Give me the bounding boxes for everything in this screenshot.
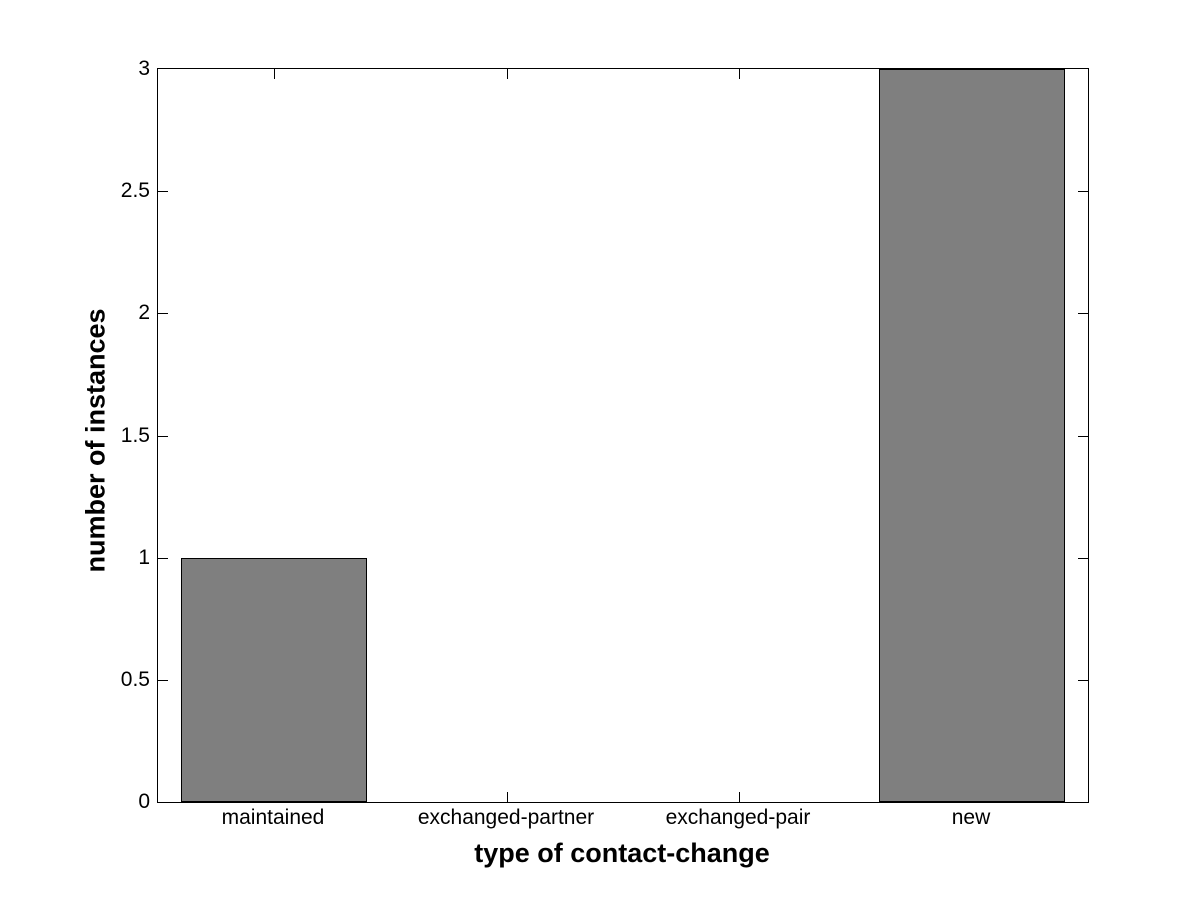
y-tick-label-0.5: 0.5 (120, 667, 150, 691)
x-axis-label: type of contact-change (474, 838, 770, 868)
x-tick-top-maintained (274, 69, 275, 79)
y-tick-label-2: 2 (138, 301, 150, 325)
plot-area (157, 68, 1089, 803)
y-tick-right-1 (1078, 558, 1088, 559)
x-tick-top-exchanged-partner (507, 69, 508, 79)
y-tick-label-1.5: 1.5 (120, 423, 150, 447)
y-tick-left-2.5 (158, 191, 168, 192)
y-tick-left-1 (158, 558, 168, 559)
x-tick-label-exchanged-partner: exchanged-partner (417, 806, 595, 829)
y-tick-left-2 (158, 313, 168, 314)
bar-maintained (181, 558, 367, 802)
x-tick-bottom-exchanged-pair (739, 792, 740, 802)
bar-new (879, 69, 1065, 802)
y-tick-right-2.5 (1078, 191, 1088, 192)
y-tick-right-0.5 (1078, 680, 1088, 681)
y-tick-left-0.5 (158, 680, 168, 681)
x-tick-label-maintained: maintained (221, 806, 325, 829)
y-tick-label-1: 1 (138, 545, 150, 569)
y-tick-right-2 (1078, 313, 1088, 314)
x-tick-bottom-exchanged-partner (507, 792, 508, 802)
y-tick-label-3: 3 (138, 57, 150, 80)
y-tick-label-2.5: 2.5 (120, 179, 150, 203)
y-tick-right-1.5 (1078, 436, 1088, 437)
x-tick-label-new: new (951, 806, 991, 829)
y-tick-label-0: 0 (138, 790, 150, 813)
y-tick-left-1.5 (158, 436, 168, 437)
x-tick-label-exchanged-pair: exchanged-pair (665, 806, 811, 829)
x-tick-top-exchanged-pair (739, 69, 740, 79)
